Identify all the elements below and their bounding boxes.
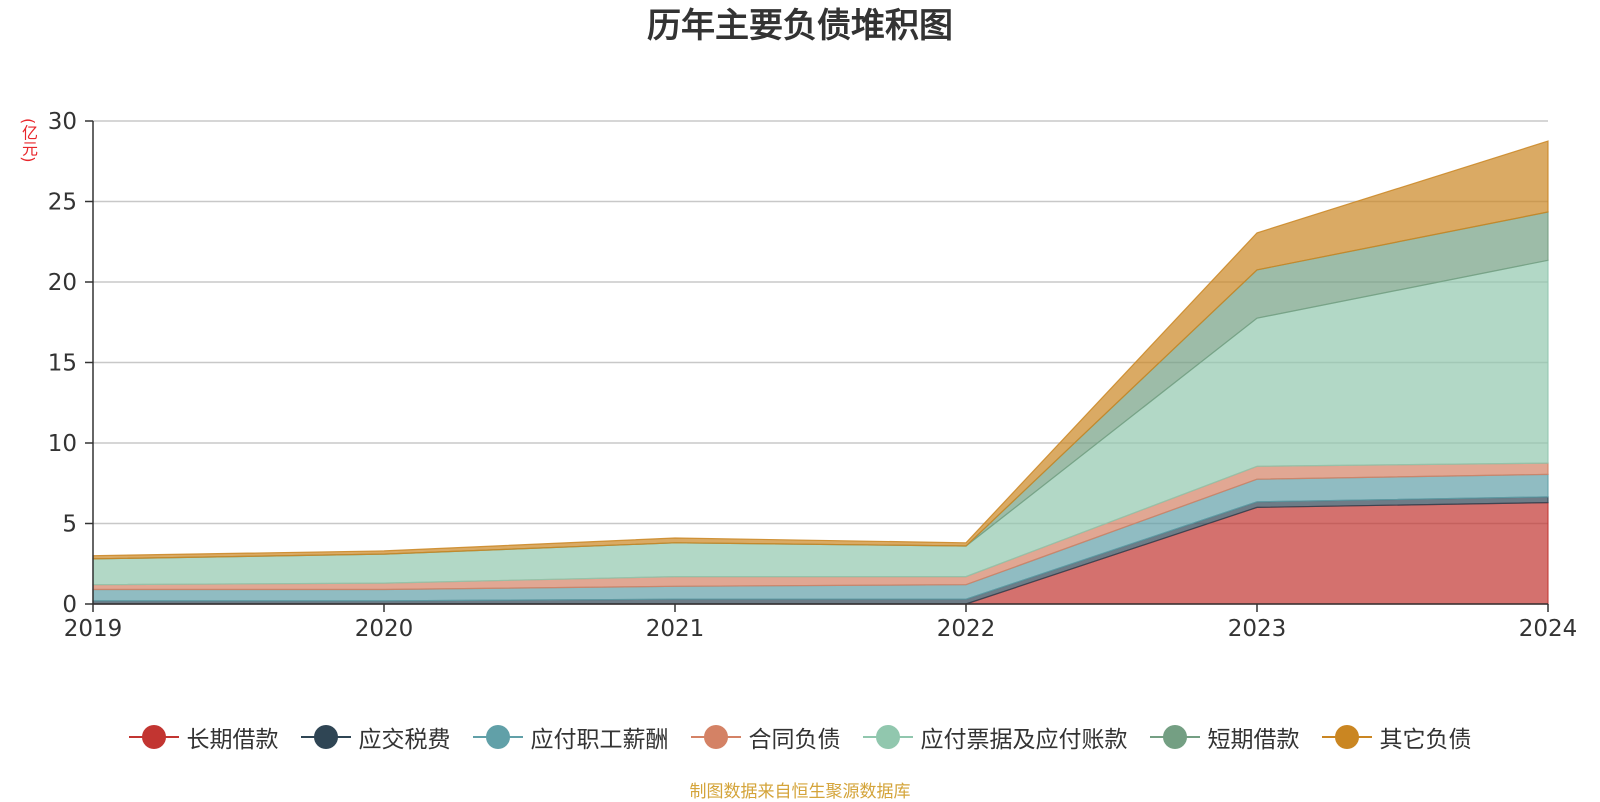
- axes: 0 5 10 15 20 25 30 2019 2020 2021 2022 2023 2024: [48, 109, 1578, 642]
- y-tick-label: 30: [48, 109, 77, 135]
- y-tick-label: 25: [48, 190, 77, 216]
- legend-item[interactable]: 应付票据及应付账款: [862, 720, 1128, 754]
- x-tick-label: 2021: [646, 616, 705, 642]
- x-tick-label: 2019: [64, 616, 123, 642]
- y-tick-label: 20: [48, 270, 77, 296]
- legend-marker-icon: [300, 725, 351, 749]
- y-axis-unit: (亿元): [19, 118, 38, 163]
- legend-item[interactable]: 短期借款: [1149, 720, 1300, 754]
- x-tick-label: 2022: [937, 616, 996, 642]
- y-tick-label: 15: [48, 351, 77, 377]
- legend-marker-icon: [1321, 725, 1372, 749]
- chart-title: 历年主要负债堆积图: [647, 6, 953, 46]
- x-tick-label: 2024: [1519, 616, 1578, 642]
- legend-item[interactable]: 长期借款: [128, 720, 279, 754]
- legend-item[interactable]: 合同负债: [690, 720, 841, 754]
- legend-label: 合同负债: [748, 727, 841, 753]
- area-series-6: [92, 140, 1549, 560]
- legend-label: 其它负债: [1379, 727, 1472, 753]
- legend-item[interactable]: 其它负债: [1321, 720, 1472, 754]
- legend-item[interactable]: 应交税费: [300, 720, 451, 754]
- legend-label: 短期借款: [1207, 727, 1300, 753]
- legend-item[interactable]: 应付职工薪酬: [472, 720, 669, 754]
- legend-label: 应付票据及应付账款: [920, 727, 1128, 753]
- area-series: [92, 140, 1549, 605]
- legend-label: 长期借款: [186, 727, 279, 753]
- legend-marker-icon: [472, 725, 523, 749]
- y-tick-label: 10: [48, 431, 77, 457]
- legend-label: 应交税费: [358, 727, 451, 753]
- legend-marker-icon: [128, 725, 179, 749]
- legend-marker-icon: [690, 725, 741, 749]
- legend-marker-icon: [862, 725, 913, 749]
- x-tick-label: 2020: [355, 616, 414, 642]
- legend-marker-icon: [1149, 725, 1200, 749]
- grid-lines: [93, 120, 1548, 525]
- legend-label: 应付职工薪酬: [530, 727, 669, 753]
- legend: 长期借款 应交税费 应付职工薪酬 合同负债 应付票据及应付账款 短期借款 其它负债: [0, 720, 1600, 754]
- x-tick-label: 2023: [1228, 616, 1287, 642]
- y-tick-label: 5: [62, 512, 77, 538]
- y-tick-label: 0: [62, 592, 77, 618]
- source-note: 制图数据来自恒生聚源数据库: [689, 782, 911, 802]
